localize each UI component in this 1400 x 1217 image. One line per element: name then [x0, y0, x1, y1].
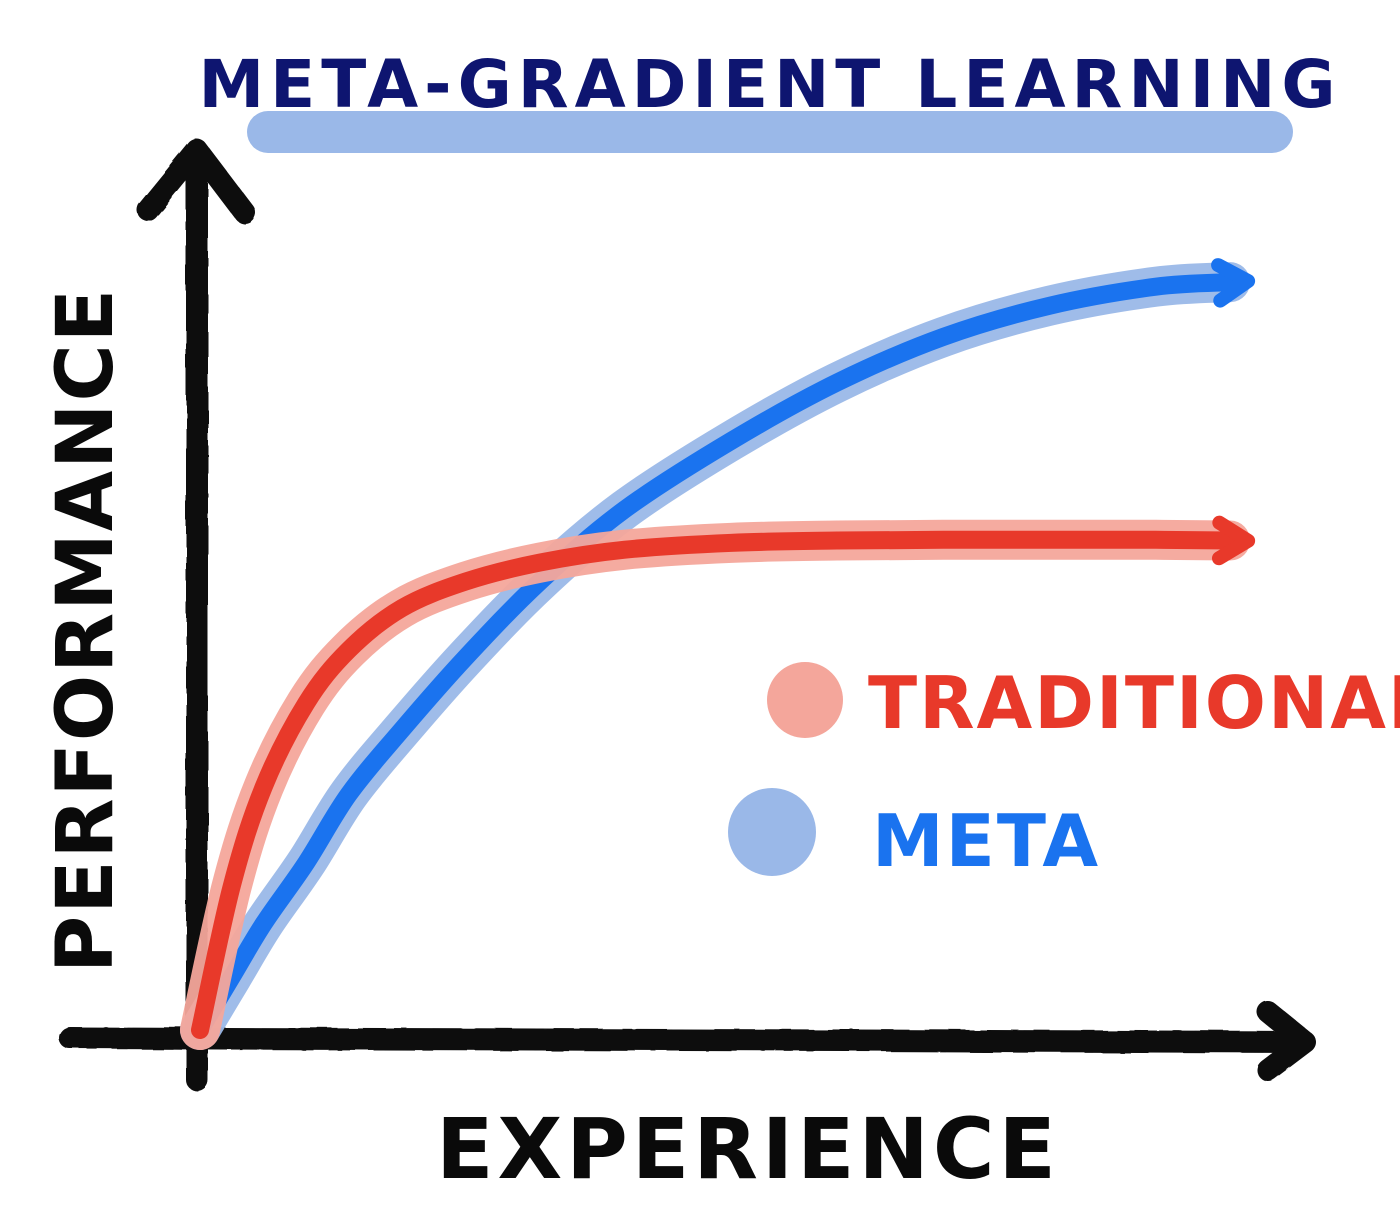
x-axis-label: EXPERIENCE [436, 1100, 1060, 1198]
chart-title: META-GRADIENT LEARNING [198, 46, 1341, 123]
x-axis-arrowhead [1257, 1001, 1316, 1081]
legend-label-meta: META [872, 799, 1100, 883]
legend: TRADITIONAL META [728, 661, 1400, 883]
series-arrowhead-meta [1211, 258, 1256, 308]
x-axis [59, 1027, 1311, 1053]
legend-swatch-meta [728, 788, 816, 876]
legend-item-meta: META [728, 788, 1100, 883]
legend-swatch-traditional [767, 662, 843, 738]
y-axis-label: PERFORMANCE [41, 287, 131, 973]
legend-label-traditional: TRADITIONAL [868, 661, 1400, 745]
axes [59, 139, 1316, 1091]
series-arrowhead-traditional [1211, 515, 1256, 566]
series-layer [180, 258, 1256, 1050]
series-line-traditional [191, 530, 1240, 1039]
y-axis-arrowhead [137, 139, 255, 223]
legend-item-traditional: TRADITIONAL [767, 661, 1400, 745]
